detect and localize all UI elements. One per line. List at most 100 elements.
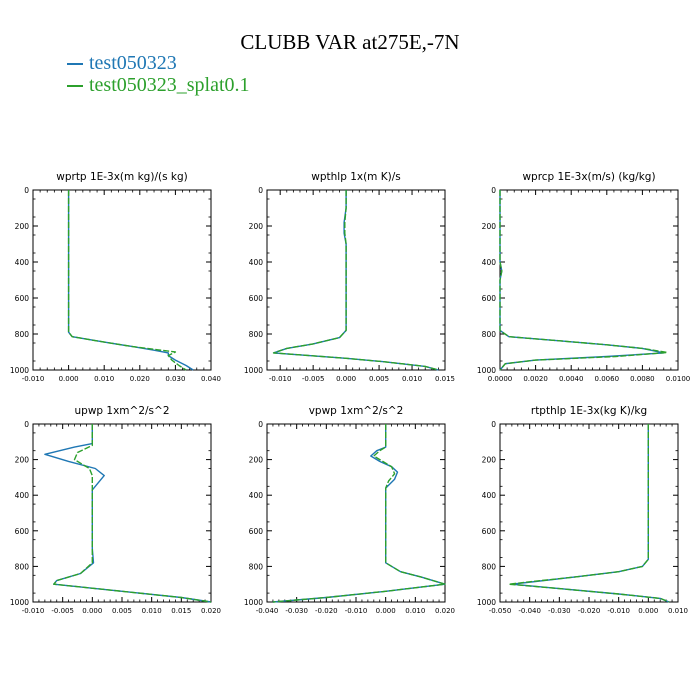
x-tick-label: 0.000 — [638, 607, 658, 615]
x-tick-label: 0.0080 — [630, 375, 655, 383]
y-tick-label: 200 — [249, 222, 264, 231]
x-tick-label: 0.015 — [171, 607, 191, 615]
y-tick-label: 200 — [249, 456, 264, 465]
x-tick-label: -0.005 — [302, 375, 325, 383]
y-tick-label: 200 — [15, 456, 30, 465]
y-tick-label: 600 — [249, 527, 264, 536]
y-tick-label: 800 — [482, 562, 497, 571]
chart-panel-6: rtpthlp 1E-3x(kg K)/kg02004006008001000-… — [477, 405, 688, 615]
y-tick-label: 1000 — [10, 366, 29, 375]
x-tick-label: 0.005 — [369, 375, 389, 383]
y-tick-label: 200 — [482, 222, 497, 231]
y-tick-label: 800 — [249, 562, 264, 571]
y-tick-label: 400 — [15, 258, 30, 267]
y-tick-label: 400 — [249, 491, 264, 500]
chart-panel-4: upwp 1xm^2/s^2 0 200 400 600 800 1000-0.010 -0.… — [10, 405, 221, 615]
y-tick-label: 400 — [15, 491, 30, 500]
page-title: CLUBB VAR at275E,-7N — [240, 30, 460, 54]
x-tick-label: 0.0100 — [666, 375, 691, 383]
y-tick-label: 0 — [491, 420, 496, 429]
chart-panel-5: vpwp 1xm^2/s^2 0 200 400 600 800 1000-0.040 -0.… — [244, 405, 455, 615]
x-tick-label: -0.010 — [22, 607, 45, 615]
chart-title: wprcp 1E-3x(m/s) (kg/kg) — [522, 171, 655, 183]
x-tick-label: 0.015 — [435, 375, 455, 383]
chart-title: wprtp 1E-3x(m kg)/(s kg) — [56, 171, 187, 183]
x-tick-label: 0.010 — [94, 375, 114, 383]
series-line-1 — [272, 424, 446, 603]
x-tick-label: -0.005 — [51, 607, 74, 615]
y-tick-label: 800 — [15, 330, 30, 339]
legend-swatch-1 — [67, 63, 83, 66]
x-tick-label: 0.020 — [435, 607, 455, 615]
x-tick-label: -0.050 — [489, 607, 512, 615]
x-tick-label: 0.030 — [165, 375, 185, 383]
y-tick-label: 200 — [15, 222, 30, 231]
y-tick-label: 0 — [24, 420, 29, 429]
y-tick-label: 400 — [249, 258, 264, 267]
chart-title: wpthlp 1x(m K)/s — [311, 171, 401, 183]
y-tick-label: 1000 — [244, 366, 263, 375]
x-tick-label: -0.020 — [578, 607, 601, 615]
series-line-2 — [499, 190, 668, 371]
series-line-1 — [67, 190, 194, 371]
series-line-2 — [67, 190, 187, 371]
x-tick-label: 0.0000 — [488, 375, 513, 383]
chart-panel-3: wprcp 1E-3x(m/s) (kg/kg) 0 200 400 600 800 100… — [477, 171, 690, 383]
x-tick-label: 0.020 — [130, 375, 150, 383]
y-tick-label: 800 — [249, 330, 264, 339]
y-tick-label: 600 — [482, 527, 497, 536]
x-tick-label: -0.030 — [285, 607, 308, 615]
x-tick-label: -0.010 — [269, 375, 292, 383]
y-tick-label: 600 — [249, 294, 264, 303]
y-tick-label: 800 — [15, 562, 30, 571]
series-line-1 — [272, 190, 439, 371]
series-line-1 — [44, 424, 212, 603]
plot-frame — [32, 189, 212, 371]
legend-item-series-1: test050323 — [67, 52, 177, 75]
plot-frame — [266, 189, 446, 371]
x-tick-label: -0.030 — [548, 607, 571, 615]
x-tick-label: -0.010 — [22, 375, 45, 383]
x-tick-label: 0.010 — [668, 607, 688, 615]
series-line-2 — [272, 190, 439, 371]
x-tick-label: 0.000 — [59, 375, 79, 383]
series-line-2 — [53, 424, 212, 603]
x-tick-label: 0.000 — [82, 607, 102, 615]
legend-item-series-2: test050323_splat0.1 — [67, 74, 250, 97]
y-tick-label: 0 — [258, 186, 263, 195]
y-tick-label: 400 — [482, 258, 497, 267]
x-tick-label: 0.010 — [405, 607, 425, 615]
y-tick-label: 800 — [482, 330, 497, 339]
y-tick-label: 1000 — [477, 598, 496, 607]
x-tick-label: -0.040 — [256, 607, 279, 615]
y-tick-label: 1000 — [477, 366, 496, 375]
x-tick-label: 0.0040 — [559, 375, 584, 383]
y-tick-label: 600 — [15, 294, 30, 303]
chart-title: rtpthlp 1E-3x(kg K)/kg — [531, 405, 647, 417]
x-tick-label: 0.000 — [376, 607, 396, 615]
chart-title: upwp 1xm^2/s^2 — [75, 405, 170, 417]
y-tick-label: 0 — [491, 186, 496, 195]
chart-panel-1: wprtp 1E-3x(m kg)/(s kg) 0 200 400 600 800 100… — [10, 171, 221, 383]
x-tick-label: 0.0060 — [595, 375, 620, 383]
legend-swatch-2 — [67, 85, 83, 88]
legend-label-1: test050323 — [89, 52, 177, 74]
x-tick-label: -0.020 — [315, 607, 338, 615]
x-tick-label: 0.040 — [201, 375, 221, 383]
y-tick-label: 1000 — [10, 598, 29, 607]
chart-title: vpwp 1xm^2/s^2 — [309, 405, 404, 417]
y-tick-label: 1000 — [244, 598, 263, 607]
plot-frame — [266, 423, 446, 603]
x-tick-label: -0.010 — [345, 607, 368, 615]
x-tick-label: 0.020 — [201, 607, 221, 615]
y-tick-label: 0 — [24, 186, 29, 195]
chart-panel-2: wpthlp 1x(m K)/s 0 200 400 600 800 1000 -0.010 -… — [244, 171, 455, 383]
y-tick-label: 200 — [482, 456, 497, 465]
x-tick-label: 0.005 — [112, 607, 132, 615]
series-line-2 — [508, 424, 670, 603]
series-line-2 — [272, 424, 446, 603]
y-tick-label: 400 — [482, 491, 497, 500]
x-tick-label: 0.010 — [402, 375, 422, 383]
x-tick-label: 0.000 — [336, 375, 356, 383]
